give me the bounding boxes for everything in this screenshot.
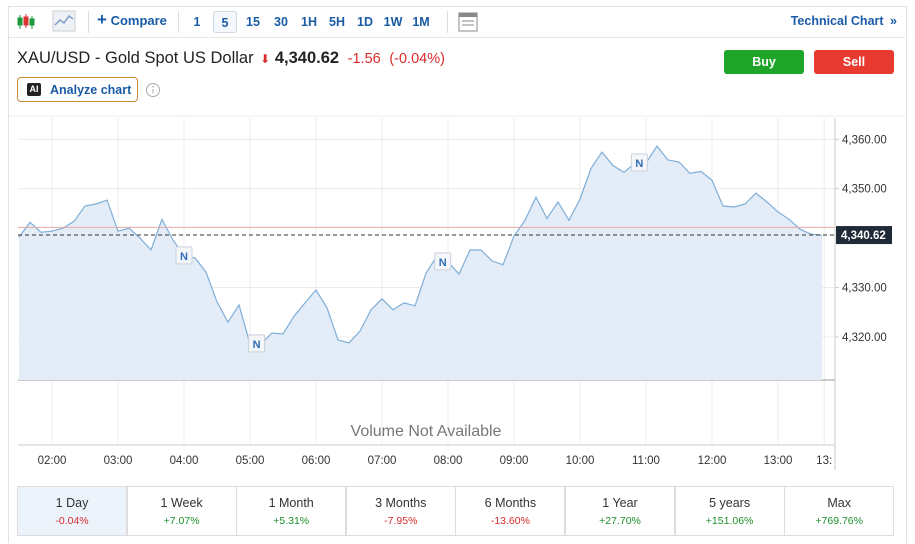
period-change: +27.70% (599, 515, 641, 527)
compare-button[interactable]: + Compare (97, 10, 167, 29)
period-cell[interactable] (236, 486, 347, 536)
news-marker-label: N (180, 251, 188, 263)
news-marker (630, 153, 648, 172)
candle-icon[interactable] (16, 12, 36, 32)
technical-chart-icon: » (890, 14, 897, 28)
frame (8, 6, 907, 543)
x-tick-label: 13:00 (764, 455, 793, 467)
news-marker-label: N (253, 339, 261, 351)
period-label: 1 Month (268, 496, 314, 510)
price: 4,340.62 (274, 49, 340, 67)
interval-button[interactable]: 15 (246, 15, 260, 29)
interval-button[interactable]: 1H (301, 15, 317, 29)
buy-button[interactable]: Buy (724, 50, 804, 74)
period-change: +7.07% (163, 515, 200, 527)
x-tick-label: 10:00 (566, 455, 595, 467)
info-icon[interactable] (145, 82, 161, 98)
interval-button[interactable]: 1 (193, 15, 201, 29)
period-label: 1 Day (55, 496, 89, 510)
period-cell[interactable] (784, 486, 895, 536)
instrument-title: XAU/USD - Gold Spot US Dollar (17, 49, 254, 67)
x-tick-label: 08:00 (434, 455, 463, 467)
period-change: +5.31% (273, 515, 310, 527)
period-change: -13.60% (490, 515, 530, 527)
current-price-label: 4,340.62 (841, 230, 886, 242)
technical-chart-link[interactable]: Technical Chart » (791, 14, 897, 28)
interval-button[interactable]: 30 (274, 15, 288, 29)
period-cell[interactable] (674, 486, 785, 536)
x-tick-label: 04:00 (170, 455, 199, 467)
area-icon[interactable] (52, 10, 76, 32)
down-arrow: ⬇ (260, 52, 271, 66)
news-marker-label: N (635, 158, 643, 170)
table-icon[interactable] (457, 11, 479, 33)
x-tick-label: 02:00 (38, 455, 67, 467)
separator (178, 11, 179, 33)
chart: 4,320.00 4,330.00 4,350.00 4,360.00 02:00 03:… (9, 115, 905, 470)
period-cell[interactable] (345, 486, 456, 536)
period-change: -7.95% (384, 515, 418, 527)
area (18, 146, 822, 380)
x-tick-label: 09:00 (500, 455, 529, 467)
x-tick-label: 06:00 (302, 455, 331, 467)
period-change: -0.04% (55, 515, 89, 527)
period-change: +769.76% (815, 515, 863, 527)
x-tick-label: 12:00 (698, 455, 727, 467)
period-cell[interactable] (126, 486, 237, 536)
toolbar (9, 7, 905, 38)
change-percent: (-0.04%) (389, 51, 445, 67)
period-label: 1 Week (160, 496, 203, 510)
x-tick-label: 03:00 (104, 455, 133, 467)
news-marker-label: N (439, 257, 447, 269)
separator (88, 11, 89, 33)
interval-button[interactable]: 1M (412, 15, 430, 29)
volume-note: Volume Not Available (351, 423, 502, 440)
y-tick-label: 4,360.00 (842, 134, 887, 146)
instrument-header: XAU/USD - Gold Spot US Dollar ⬇ 4,340.62… (17, 49, 445, 68)
x-tick-label: 05:00 (236, 455, 265, 467)
current-price-box (836, 226, 892, 245)
interval-button[interactable]: 1W (383, 15, 403, 29)
period-label: Max (827, 496, 851, 510)
news-marker (434, 252, 452, 271)
y-tick-label: 4,350.00 (842, 184, 887, 196)
period-label: 5 years (709, 496, 751, 510)
analyze-chart-button[interactable]: AI Analyze chart (17, 77, 138, 102)
sell-button[interactable]: Sell (814, 50, 894, 74)
period-cell[interactable] (455, 486, 566, 536)
period-cell[interactable] (565, 486, 675, 536)
period-cell[interactable] (17, 486, 127, 536)
analyze-label: Analyze chart (50, 83, 132, 97)
x-tick-label: 07:00 (368, 455, 397, 467)
period-label: 3 Months (375, 496, 427, 510)
interval-button[interactable]: 5 (213, 11, 237, 33)
period-label: 1 Year (602, 496, 638, 510)
change: -1.56 (347, 51, 381, 67)
x-axis-labels: 02:00 03:00 04:00 05:00 06:00 07:00 08:00 09:00… (38, 455, 833, 467)
x-tick-label: 13: (816, 455, 832, 467)
y-tick-label: 4,330.00 (842, 283, 887, 295)
technical-chart-label: Technical Chart (790, 14, 884, 28)
ai-badge: AI (27, 83, 41, 96)
y-tick-label: 4,320.00 (842, 332, 887, 344)
interval-button[interactable]: 1D (357, 15, 373, 29)
news-marker (248, 334, 266, 353)
separator (447, 11, 448, 33)
compare-label: Compare (110, 13, 167, 28)
period-label: 6 Months (484, 496, 537, 510)
price-line (18, 145, 823, 345)
x-tick-label: 11:00 (632, 455, 660, 467)
interval-button[interactable]: 5H (329, 15, 345, 29)
news-marker (175, 246, 193, 265)
period-change: +151.06% (705, 515, 754, 527)
